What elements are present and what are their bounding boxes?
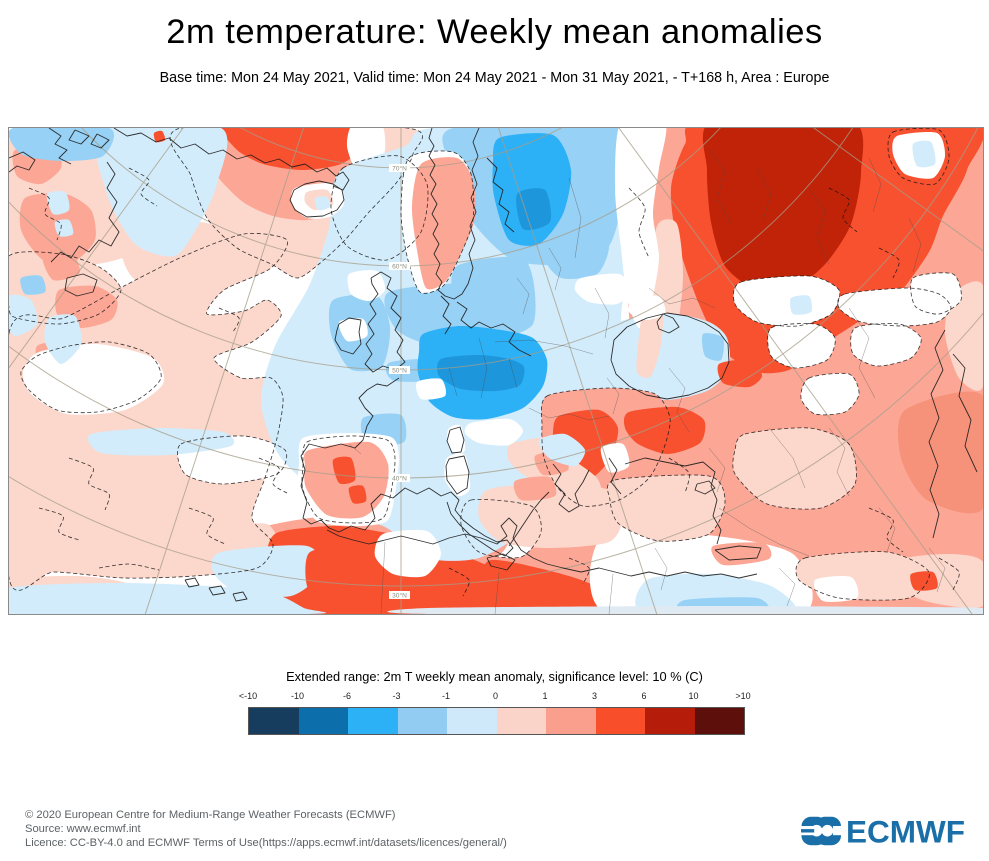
svg-text:50°N: 50°N <box>392 367 407 375</box>
svg-text:40°N: 40°N <box>392 475 407 483</box>
svg-text:60°N: 60°N <box>392 263 407 271</box>
svg-text:30°N: 30°N <box>392 592 407 600</box>
svg-text:ECMWF: ECMWF <box>846 816 965 850</box>
svg-text:70°N: 70°N <box>392 165 407 173</box>
